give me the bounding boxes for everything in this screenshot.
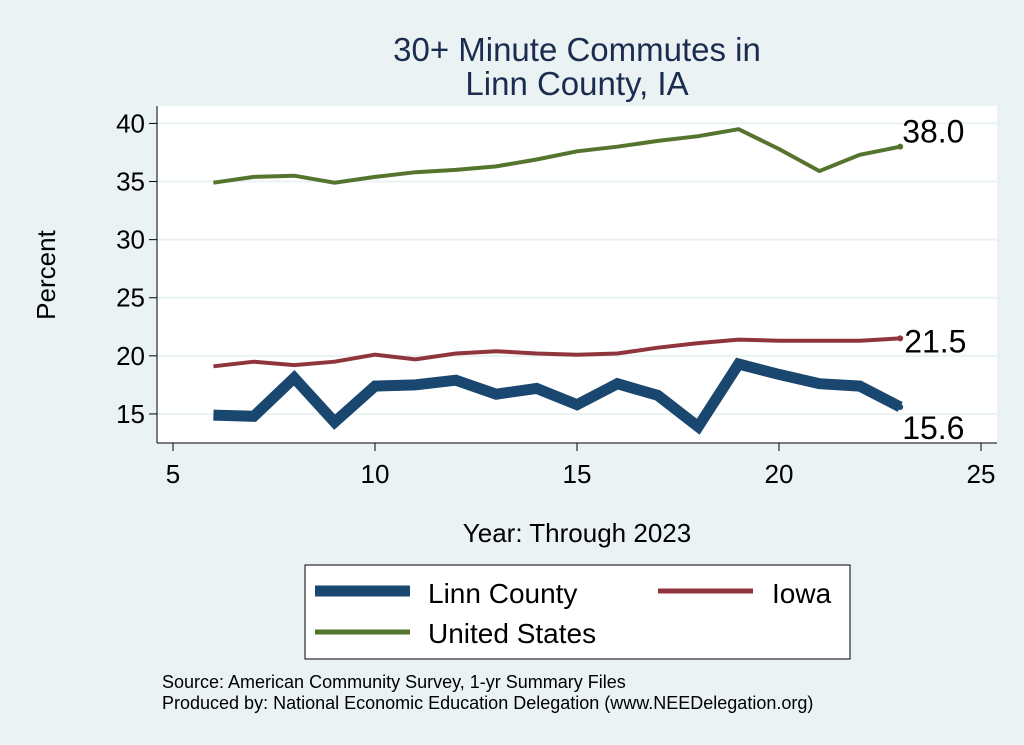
y-tick-label-30: 30 bbox=[116, 225, 145, 255]
legend-label-united-states: United States bbox=[428, 618, 596, 649]
series-line-iowa bbox=[213, 336, 901, 369]
legend-label-linn-county: Linn County bbox=[428, 578, 577, 609]
chart-title-line-2: Linn County, IA bbox=[465, 65, 688, 102]
y-tick-label-40: 40 bbox=[116, 108, 145, 138]
x-tick-label-10: 10 bbox=[361, 459, 390, 489]
y-tick-label-20: 20 bbox=[116, 341, 145, 371]
end-point-linn-county bbox=[897, 403, 904, 410]
x-tick-label-25: 25 bbox=[967, 459, 996, 489]
legend: Linn County Iowa United States bbox=[304, 564, 851, 660]
series-line-linn-county bbox=[213, 357, 903, 435]
chart-title-line-1: 30+ Minute Commutes in bbox=[393, 31, 761, 68]
end-point-iowa bbox=[897, 335, 904, 342]
legend-box bbox=[304, 564, 851, 660]
y-tick-label-35: 35 bbox=[116, 167, 145, 197]
x-tick-label-20: 20 bbox=[765, 459, 794, 489]
y-tick-label-15: 15 bbox=[116, 399, 145, 429]
source-note: Source: American Community Survey, 1-yr … bbox=[162, 672, 626, 692]
x-tick-label-15: 15 bbox=[563, 459, 592, 489]
legend-label-iowa: Iowa bbox=[772, 578, 832, 609]
y-tick-label-25: 25 bbox=[116, 283, 145, 313]
series-line-united-states bbox=[213, 127, 901, 185]
y-axis-label: Percent bbox=[31, 229, 61, 319]
produced-by-note: Produced by: National Economic Education… bbox=[162, 693, 813, 713]
end-point-united-states bbox=[897, 143, 904, 150]
x-tick-label-5: 5 bbox=[166, 459, 180, 489]
y-axis-ticks: 15 20 25 30 35 40 bbox=[116, 108, 157, 429]
end-label-linn-county: 15.6 bbox=[902, 410, 964, 446]
end-label-united-states: 38.0 bbox=[902, 114, 964, 150]
end-label-iowa: 21.5 bbox=[904, 323, 966, 359]
x-axis-label: Year: Through 2023 bbox=[463, 518, 691, 548]
x-axis-ticks: 5 10 15 20 25 bbox=[166, 443, 996, 489]
series-lines: 21.5 38.0 15.6 bbox=[213, 114, 966, 446]
